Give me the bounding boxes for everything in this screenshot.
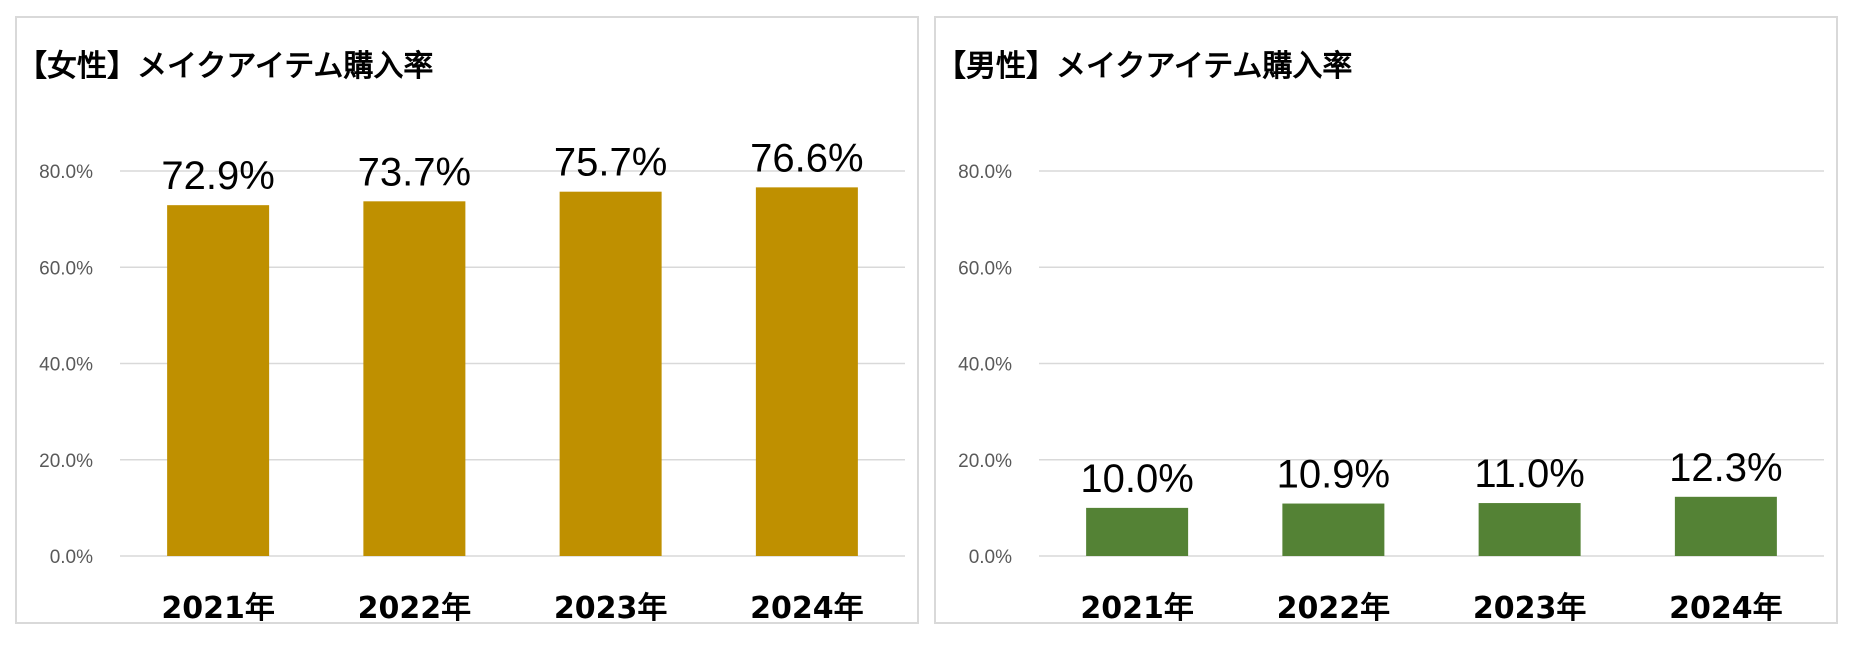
category-label: 2022年 <box>1277 591 1391 626</box>
category-label: 2023年 <box>1473 591 1587 626</box>
female-chart: 【女性】メイクアイテム購入率 0.0% 20.0% 40.0% 60.0% 80.0% 72… <box>17 49 905 626</box>
category-label: 2021年 <box>161 591 275 626</box>
category-label: 2022年 <box>358 591 472 626</box>
data-label: 11.0% <box>1474 452 1584 496</box>
category-label: 2024年 <box>1669 591 1783 626</box>
y-tick-label: 80.0% <box>39 162 93 183</box>
bar <box>363 201 466 556</box>
female-chart-panel: 【女性】メイクアイテム購入率 0.0% 20.0% 40.0% 60.0% 80.0% 72… <box>15 16 919 626</box>
category-label: 2021年 <box>1080 591 1194 626</box>
male-chart-panel: 【男性】メイクアイテム購入率 0.0% 20.0% 40.0% 60.0% 80.0% 10… <box>934 16 1838 626</box>
category-label: 2023年 <box>554 591 668 626</box>
data-label: 12.3% <box>1669 446 1782 490</box>
data-label: 72.9% <box>161 154 274 198</box>
chart-title: 【男性】メイクアイテム購入率 <box>936 49 1352 84</box>
bar <box>1674 496 1777 556</box>
data-label: 10.9% <box>1277 453 1390 497</box>
y-tick-label: 0.0% <box>50 547 93 568</box>
y-tick-label: 60.0% <box>958 258 1012 279</box>
data-label: 75.7% <box>554 141 667 185</box>
bar <box>1086 507 1189 556</box>
y-tick-label: 0.0% <box>969 547 1012 568</box>
y-tick-label: 40.0% <box>39 355 93 376</box>
data-label: 10.0% <box>1080 457 1193 501</box>
data-label: 73.7% <box>358 150 471 194</box>
male-chart: 【男性】メイクアイテム購入率 0.0% 20.0% 40.0% 60.0% 80.0% 10… <box>936 49 1824 626</box>
bar <box>1478 503 1581 556</box>
data-label: 76.6% <box>750 136 863 180</box>
y-tick-label: 20.0% <box>39 451 93 472</box>
y-tick-label: 20.0% <box>958 451 1012 472</box>
bar <box>1282 503 1385 556</box>
y-tick-label: 80.0% <box>958 162 1012 183</box>
bar <box>755 187 858 557</box>
y-tick-label: 60.0% <box>39 258 93 279</box>
chart-title: 【女性】メイクアイテム購入率 <box>17 49 433 84</box>
bar <box>559 191 662 556</box>
bar <box>167 205 270 556</box>
category-label: 2024年 <box>750 591 864 626</box>
y-tick-label: 40.0% <box>958 355 1012 376</box>
